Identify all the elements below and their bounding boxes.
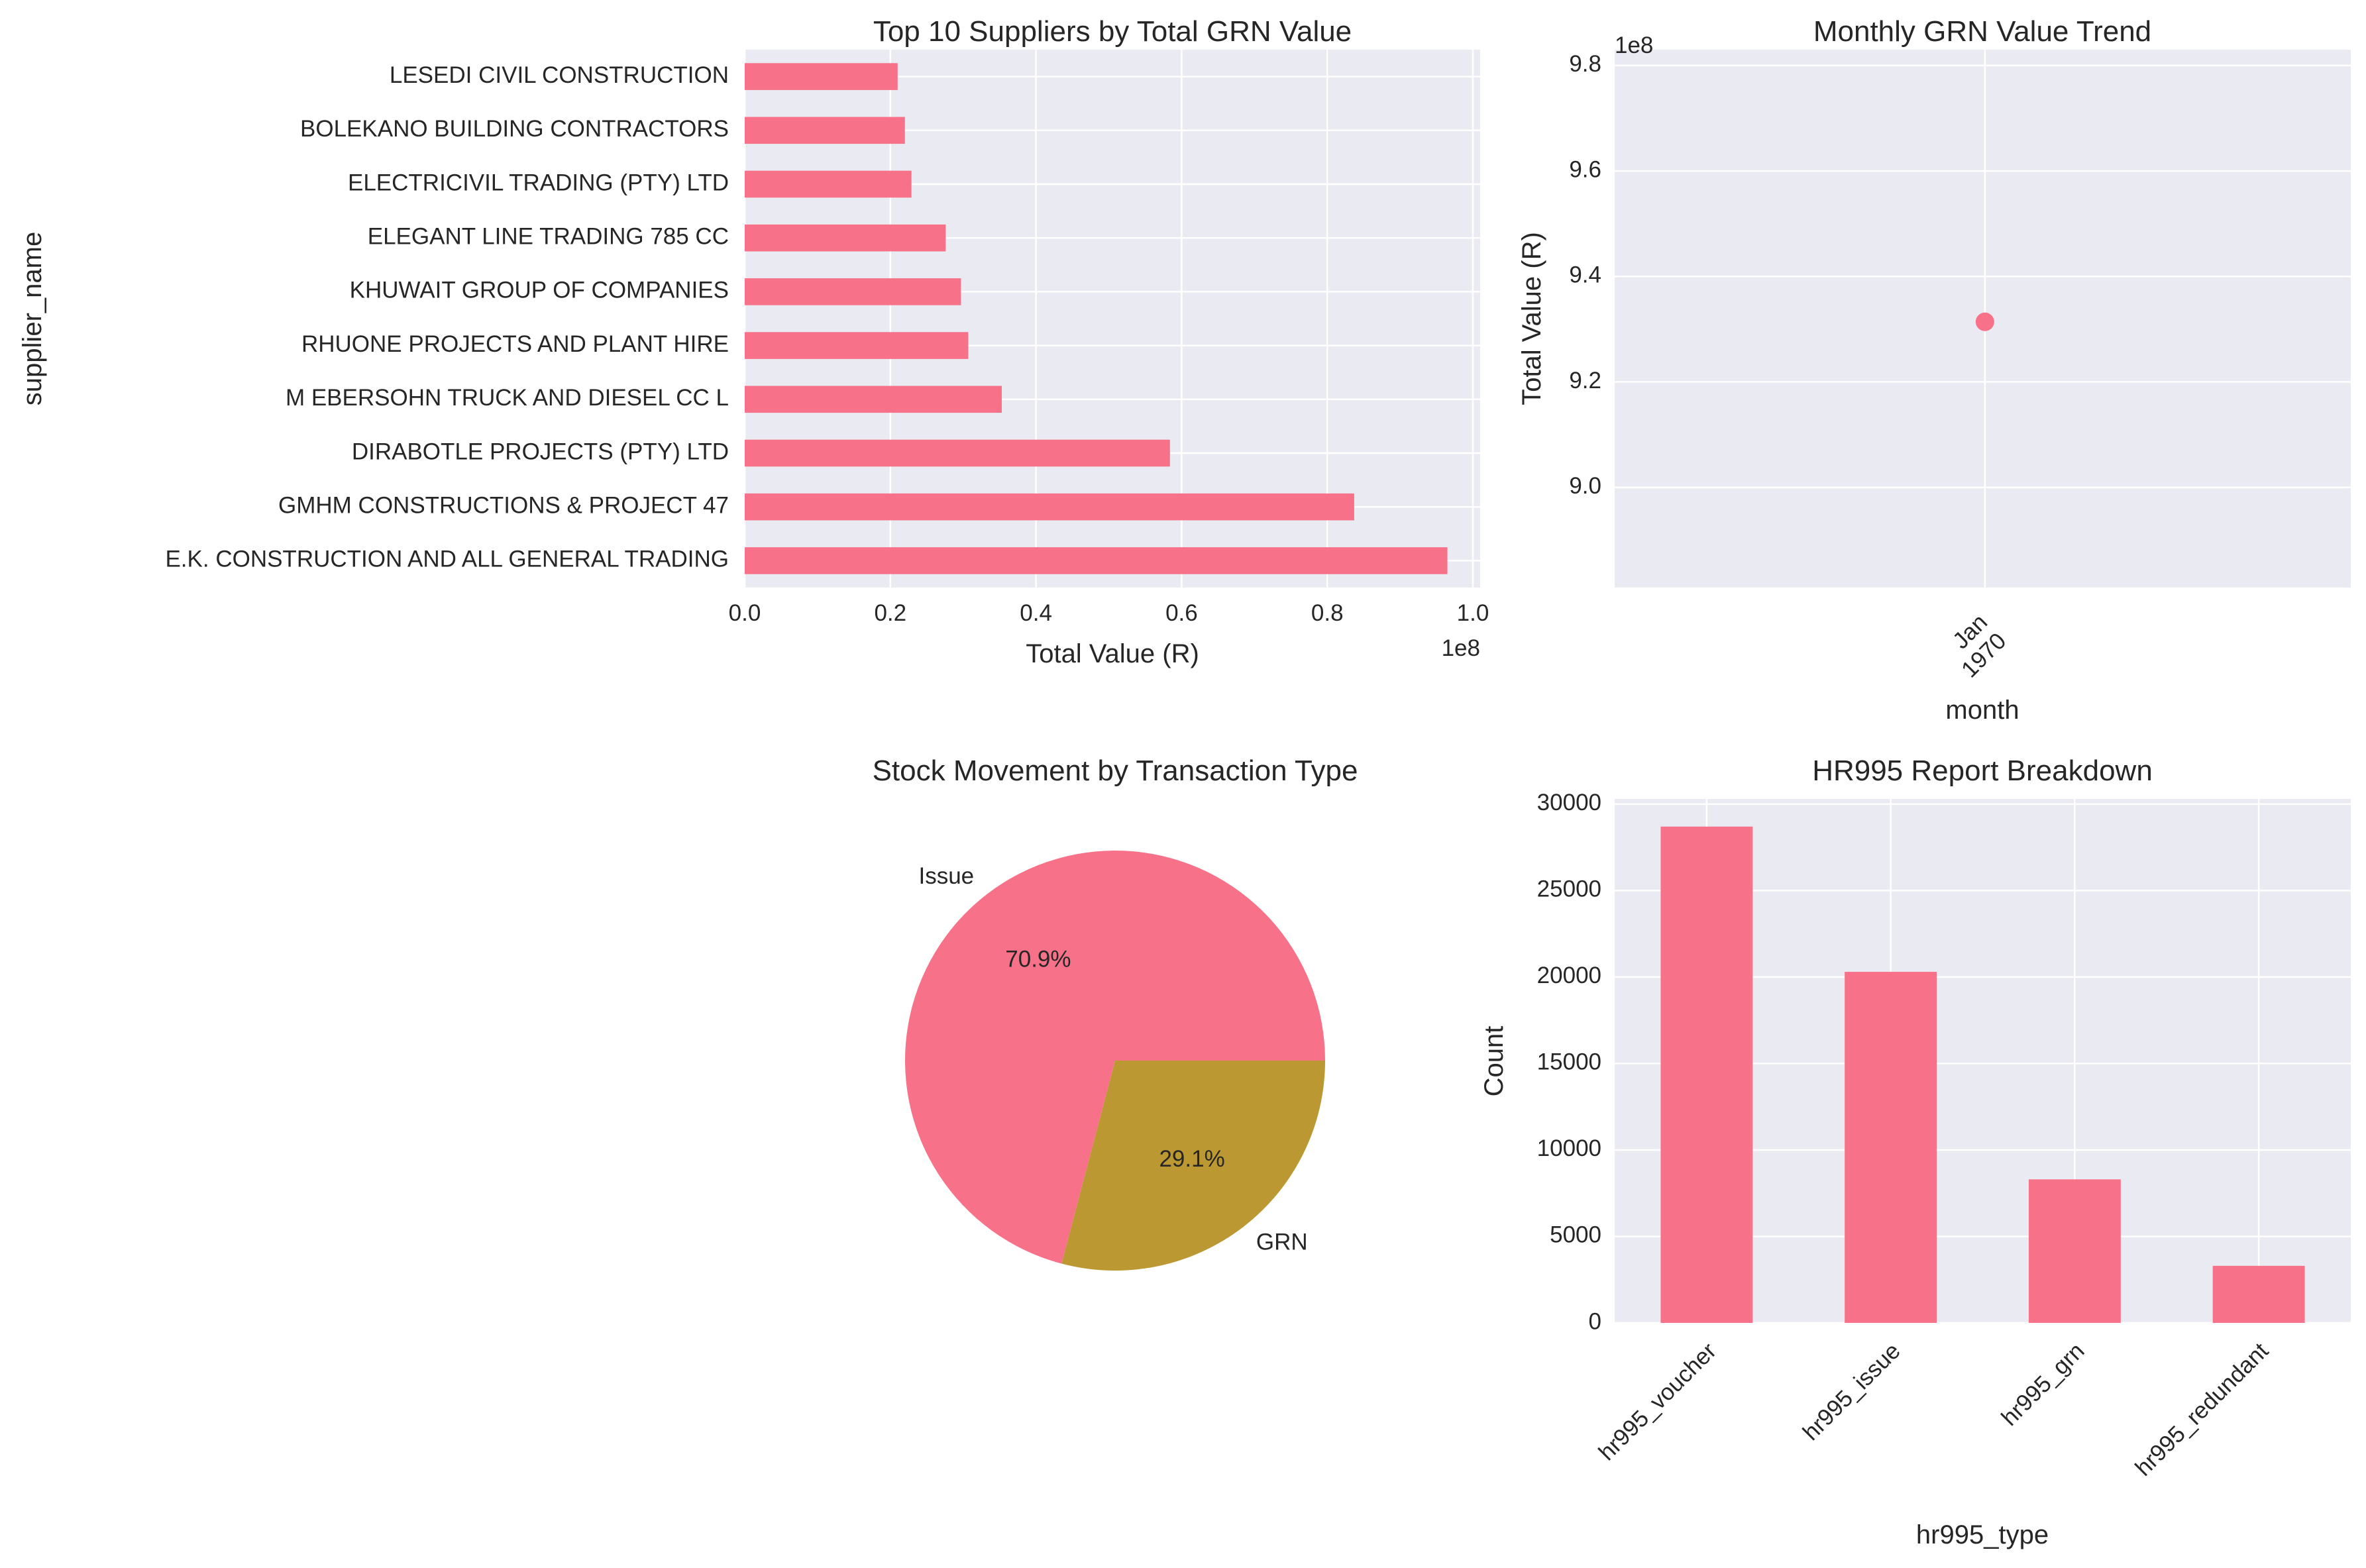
x-tick-label: 0.6 xyxy=(1165,600,1198,626)
pie-slice xyxy=(905,851,1325,1264)
x-tick-label: 0.8 xyxy=(1311,600,1344,626)
hr995-bar xyxy=(2212,1265,2305,1323)
y-tick-label: 15000 xyxy=(1537,1049,1601,1075)
y-tick-label: 25000 xyxy=(1537,876,1601,902)
supplier-bar xyxy=(745,332,969,359)
hr995-title: HR995 Report Breakdown xyxy=(1812,755,2153,787)
monthly-trend-ylabel: Total Value (R) xyxy=(1517,232,1546,405)
trend-point xyxy=(1975,312,1994,331)
hr995-chart: 0 5000 10000 15000 20000 25000 30000 hr995_vou… xyxy=(1479,755,2351,1549)
hr995-ylabel: Count xyxy=(1479,1026,1509,1097)
x-tick-label: 0.4 xyxy=(1020,600,1052,626)
pie-slice-label: GRN xyxy=(1256,1229,1308,1255)
supplier-name-label: E.K. CONSTRUCTION AND ALL GENERAL TRADIN… xyxy=(165,547,729,572)
supplier-name-label: BOLEKANO BUILDING CONTRACTORS xyxy=(300,116,729,142)
supplier-name-label: ELEGANT LINE TRADING 785 CC xyxy=(368,223,729,249)
monthly-trend-y-offset: 1e8 xyxy=(1615,32,1653,58)
supplier-name-label: RHUONE PROJECTS AND PLANT HIRE xyxy=(301,331,729,357)
x-tick-label: 0.0 xyxy=(729,600,761,626)
top-suppliers-ylabel: supplier_name xyxy=(18,232,47,405)
monthly-trend-x-tick: Jan 1970 xyxy=(1948,609,2012,683)
y-tick-label: 9.2 xyxy=(1569,368,1601,393)
y-tick-label: 5000 xyxy=(1550,1222,1601,1248)
supplier-bar xyxy=(745,63,898,90)
supplier-bar xyxy=(745,224,946,252)
y-tick-label: 0 xyxy=(1589,1308,1601,1334)
hr995-bar xyxy=(1845,972,1937,1323)
monthly-trend-title: Monthly GRN Value Trend xyxy=(1813,15,2151,48)
hr995-bar xyxy=(2028,1179,2121,1323)
supplier-name-label: GMHM CONSTRUCTIONS & PROJECT 47 xyxy=(278,492,729,518)
supplier-bar xyxy=(745,493,1354,521)
top-suppliers-x-offset: 1e8 xyxy=(1442,635,1480,661)
supplier-bar xyxy=(745,547,1448,574)
monthly-trend-chart: 9.0 9.2 9.4 9.6 9.8 Jan 1970 Monthly GRN Val… xyxy=(1517,15,2351,725)
y-tick-label: 9.4 xyxy=(1569,262,1601,288)
x-tick-label: 1.0 xyxy=(1457,600,1489,626)
stock-movement-chart: Stock Movement by Transaction Type Issue… xyxy=(873,755,1358,1271)
y-tick-label: 9.8 xyxy=(1569,51,1601,77)
pie-slice xyxy=(1061,1061,1325,1271)
y-tick-label: 10000 xyxy=(1537,1135,1601,1161)
supplier-bar xyxy=(745,439,1170,467)
y-tick-label: 30000 xyxy=(1537,790,1601,815)
pie-percent-label: 29.1% xyxy=(1159,1146,1224,1172)
hr995-bar xyxy=(1660,826,1753,1323)
pie-percent-label: 70.9% xyxy=(1005,947,1071,972)
y-tick-label: 20000 xyxy=(1537,963,1601,988)
hr995-xlabel: hr995_type xyxy=(1916,1520,2049,1549)
top-suppliers-xlabel: Total Value (R) xyxy=(1026,639,1199,668)
x-tick-label: hr995_voucher xyxy=(1593,1337,1721,1465)
x-tick-label: hr995_issue xyxy=(1798,1338,1905,1445)
supplier-name-label: DIRABOTLE PROJECTS (PTY) LTD xyxy=(352,439,729,464)
supplier-bar xyxy=(745,278,961,305)
x-tick-label: hr995_redundant xyxy=(2130,1337,2273,1481)
y-tick-label: 9.0 xyxy=(1569,473,1601,499)
top-suppliers-title: Top 10 Suppliers by Total GRN Value xyxy=(873,15,1352,48)
supplier-name-label: KHUWAIT GROUP OF COMPANIES xyxy=(350,278,729,303)
top-suppliers-chart: E.K. CONSTRUCTION AND ALL GENERAL TRADIN… xyxy=(18,15,1489,668)
supplier-bar xyxy=(745,386,1002,413)
pie-slice-label: Issue xyxy=(918,863,974,889)
supplier-name-label: M EBERSOHN TRUCK AND DIESEL CC L xyxy=(286,385,729,411)
supplier-bar xyxy=(745,117,905,144)
supplier-name-label: ELECTRICIVIL TRADING (PTY) LTD xyxy=(348,170,729,195)
supplier-name-label: LESEDI CIVIL CONSTRUCTION xyxy=(390,62,729,88)
y-tick-label: 9.6 xyxy=(1569,156,1601,182)
monthly-trend-xlabel: month xyxy=(1945,696,2019,725)
stock-movement-title: Stock Movement by Transaction Type xyxy=(873,755,1358,787)
supplier-bar xyxy=(745,170,912,198)
x-tick-label: hr995_grn xyxy=(1996,1338,2089,1431)
x-tick-label: 0.2 xyxy=(874,600,906,626)
